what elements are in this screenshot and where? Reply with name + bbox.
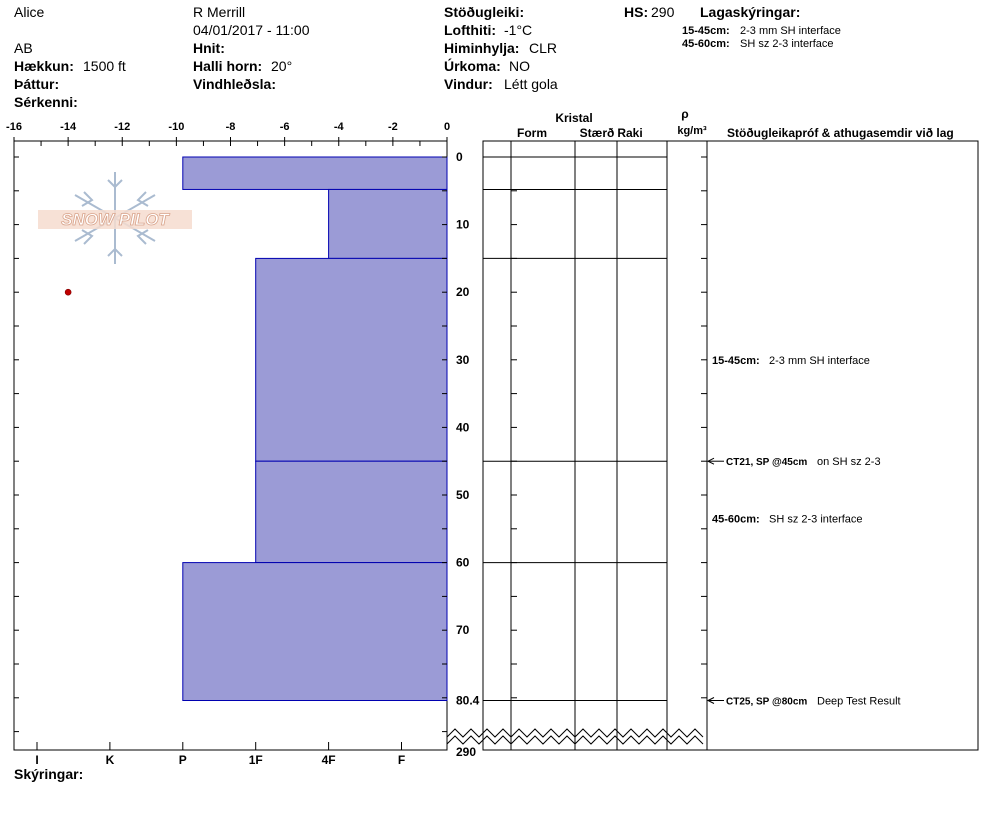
form-header: Form [517, 126, 547, 140]
depth-tick-label: 60 [456, 556, 470, 570]
stability-test-code: CT25, SP @80cm [726, 697, 807, 708]
temp-tick-label: -8 [226, 121, 236, 133]
precip-value: NO [509, 58, 530, 74]
depth-tick-label: 40 [456, 420, 470, 434]
depth-break-line [446, 728, 704, 738]
temperature-point [64, 288, 72, 296]
hardness-layer-bar [328, 188, 448, 259]
stability-test-code: CT21, SP @45cm [726, 457, 807, 468]
aspect-label: Þáttur: [14, 76, 60, 92]
wind-label: Vindur: [444, 76, 493, 92]
depth-tick-label: 70 [456, 623, 470, 637]
temp-tick-label: 0 [444, 121, 450, 133]
layer-comment-range: 15-45cm: [712, 355, 760, 367]
snowpilot-logo: SNOW PILOT [38, 172, 192, 264]
stability-test-text: Deep Test Result [817, 696, 901, 708]
layer-comment-range: 45-60cm: [712, 514, 760, 526]
observer2-name: R Merrill [193, 4, 246, 20]
hardness-tick-label: 4F [322, 753, 336, 767]
temp-tick-label: -12 [114, 121, 130, 133]
layer-comment-text: 2-3 mm SH interface [769, 355, 870, 367]
layer-note-text: 2-3 mm SH interface [740, 25, 841, 37]
stability-label: Stöðugleiki: [444, 4, 525, 20]
wind-value: Létt gola [504, 76, 558, 92]
layer-note-range: 15-45cm: [682, 25, 730, 37]
depth-tick-label: 50 [456, 488, 470, 502]
depth-bottom-label: 290 [456, 745, 476, 759]
hs-value: 290 [651, 4, 675, 20]
moisture-header: Raki [617, 126, 642, 140]
temp-tick-label: -10 [168, 121, 184, 133]
temp-tick-label: -16 [6, 121, 22, 133]
air-temp-value: -1°C [504, 22, 533, 38]
precip-label: Úrkoma: [444, 58, 501, 74]
temp-tick-label: -2 [388, 121, 398, 133]
elevation-label: Hækkun: [14, 58, 74, 74]
depth-tick-label: 10 [456, 218, 470, 232]
wind-loading-label: Vindhleðsla: [193, 76, 276, 92]
sky-label: Himinhylja: [444, 40, 520, 56]
stability-test-text: on SH sz 2-3 [817, 456, 881, 468]
hardness-tick-label: F [398, 753, 405, 767]
slope-value: 20° [271, 58, 293, 74]
hardness-tick-label: 1F [249, 753, 263, 767]
crystal-header: Kristal [555, 111, 592, 125]
depth-tick-label: 0 [456, 150, 463, 164]
coords-label: Hnit: [193, 40, 225, 56]
sky-value: CLR [529, 40, 558, 56]
arrow-left-icon [706, 697, 715, 704]
layer-comment-text: SH sz 2-3 interface [769, 514, 863, 526]
layer-note-text: SH sz 2-3 interface [740, 38, 834, 50]
temp-tick-label: -4 [334, 121, 345, 133]
depth-tick-label: 20 [456, 285, 470, 299]
density-unit-header: kg/m³ [677, 125, 707, 137]
size-header: Stærð [580, 126, 615, 140]
logo-text: SNOW PILOT [61, 210, 170, 229]
hardness-tick-label: P [179, 753, 187, 767]
hardness-layer-bar [255, 257, 448, 462]
hs-label: HS: [624, 4, 649, 20]
hardness-tick-label: K [106, 753, 115, 767]
hardness-layer-bar [182, 156, 448, 190]
temp-tick-label: -14 [60, 121, 77, 133]
hardness-layer-bar [255, 460, 448, 564]
temp-tick-label: -6 [280, 121, 290, 133]
air-temp-label: Lofthiti: [444, 22, 497, 38]
layer-note-range: 45-60cm: [682, 38, 730, 50]
observer-name: Alice [14, 4, 45, 20]
layer-notes-label: Lagaskýringar: [700, 4, 801, 20]
date-time: 04/01/2017 - 11:00 [193, 22, 310, 38]
legend-label: Skýringar: [14, 766, 84, 782]
location-code: AB [14, 40, 33, 56]
slope-label: Halli horn: [193, 58, 263, 74]
arrow-left-icon [706, 457, 715, 465]
rho-header: ρ [681, 107, 688, 121]
hardness-tick-label: I [35, 753, 38, 767]
elevation-value: 1500 ft [83, 58, 126, 74]
depth-break-line [446, 735, 704, 745]
depth-tick-label: 30 [456, 353, 470, 367]
stability-header: Stöðugleikapróf & athugasemdir við lag [727, 126, 954, 140]
hardness-layer-bar [182, 562, 448, 702]
depth-tick-label: 80.4 [456, 694, 480, 708]
features-label: Sérkenni: [14, 94, 78, 110]
layer-table-frame [482, 140, 979, 751]
